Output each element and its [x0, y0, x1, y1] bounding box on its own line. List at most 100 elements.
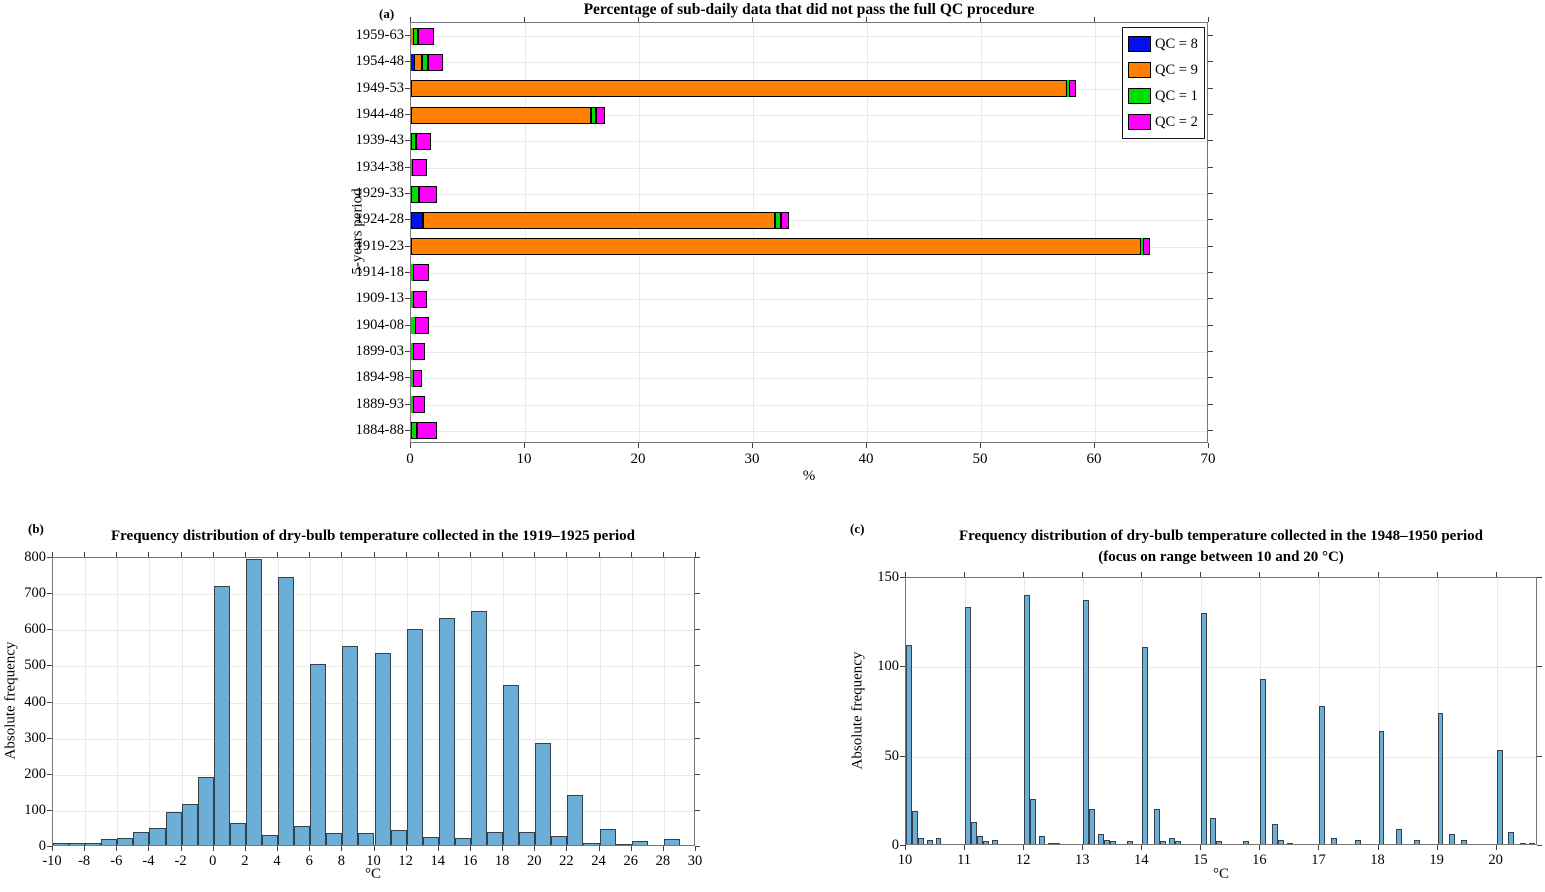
axis-tick [405, 324, 410, 326]
histogram-bar [965, 607, 971, 844]
x-tick-label: 18 [1370, 852, 1385, 868]
axis-tick [212, 846, 214, 851]
histogram-bar [1168, 837, 1175, 844]
x-gridline [85, 558, 87, 845]
panel-c-plot [905, 577, 1537, 845]
y-gridline [411, 167, 1207, 169]
legend-item: QC = 2 [1128, 111, 1198, 133]
axis-tick [180, 552, 182, 557]
histogram-bar [1210, 818, 1217, 844]
axis-tick [244, 552, 246, 557]
histogram-bar [551, 835, 568, 845]
x-gridline [525, 23, 526, 442]
histogram-bar [1449, 834, 1456, 844]
bar-segment [411, 317, 415, 335]
axis-tick [148, 552, 150, 557]
histogram-bar [1201, 612, 1208, 844]
axis-tick [1094, 17, 1095, 22]
x-tick-label: -4 [142, 853, 155, 869]
bar-segment [413, 53, 422, 71]
x-tick-label: 20 [630, 451, 646, 467]
x-gridline [753, 23, 754, 442]
x-tick-label: 15 [1193, 852, 1208, 868]
axis-tick [405, 166, 410, 168]
x-tick-label: -8 [78, 853, 91, 869]
bar-segment [596, 106, 605, 124]
axis-tick [1208, 140, 1213, 142]
y-gridline [411, 194, 1207, 196]
histogram-bar [1030, 798, 1036, 844]
bar-segment [411, 185, 419, 203]
bar-segment [1140, 238, 1143, 256]
axis-tick [405, 846, 407, 851]
histogram-bar [503, 685, 520, 845]
x-gridline [1437, 578, 1439, 844]
histogram-bar [1127, 841, 1134, 844]
x-tick-label: 30 [744, 451, 760, 467]
axis-tick [598, 846, 600, 851]
axis-tick [1259, 845, 1261, 850]
axis-tick [405, 245, 410, 247]
panel-b-xlabel: °C [364, 866, 381, 882]
axis-tick [341, 552, 343, 557]
axis-tick [900, 755, 905, 757]
axis-tick [980, 17, 981, 22]
x-tick-label: 28 [655, 853, 671, 869]
axis-tick [1082, 845, 1084, 850]
histogram-bar [69, 843, 86, 845]
axis-tick [469, 846, 471, 851]
y-tick-label: 1954-48 [355, 53, 404, 70]
histogram-bar [101, 839, 118, 845]
axis-tick [900, 845, 905, 846]
axis-tick [373, 552, 375, 557]
axis-tick [1318, 845, 1320, 850]
y-tick-label: 100 [877, 658, 899, 675]
histogram-bar [261, 835, 279, 845]
x-tick-label: -2 [174, 853, 187, 869]
bar-segment [421, 53, 428, 71]
y-gridline [53, 738, 694, 740]
axis-tick [1208, 298, 1213, 300]
axis-tick [964, 572, 966, 577]
axis-tick [598, 552, 600, 557]
y-tick-label: 700 [24, 585, 46, 602]
axis-tick [695, 665, 700, 667]
axis-tick [502, 552, 504, 557]
axis-tick [1436, 572, 1438, 577]
axis-tick [1208, 87, 1213, 89]
bar-segment [411, 264, 414, 282]
axis-tick [1208, 17, 1209, 22]
axis-tick [1208, 271, 1213, 273]
axis-tick [752, 17, 753, 22]
histogram-bar [1396, 828, 1403, 844]
bar-segment [411, 106, 592, 124]
panel-c-title: Frequency distribution of dry-bulb tempe… [958, 528, 1483, 544]
x-tick-label: 11 [957, 852, 972, 868]
panel-a-plot [410, 22, 1208, 443]
x-tick-label: 2 [241, 853, 249, 869]
axis-tick [1141, 572, 1143, 577]
axis-tick [437, 552, 439, 557]
y-tick-label: 1944-48 [355, 106, 404, 123]
y-gridline [53, 774, 694, 776]
axis-tick [410, 443, 411, 448]
histogram-bar [1159, 841, 1166, 844]
axis-tick [84, 846, 86, 851]
axis-tick [1377, 572, 1379, 577]
axis-tick [630, 552, 632, 557]
histogram-bar [615, 844, 632, 845]
axis-tick [1208, 403, 1213, 405]
axis-tick [405, 298, 410, 300]
axis-tick [47, 773, 52, 775]
bar-segment [417, 27, 434, 45]
axis-tick [695, 552, 696, 557]
histogram-bar [1496, 750, 1503, 844]
bar-segment [413, 396, 426, 414]
histogram-bar [374, 652, 391, 845]
y-tick-label: 1929-33 [355, 185, 404, 202]
bar-segment [413, 290, 427, 308]
histogram-bar [1242, 841, 1249, 844]
x-gridline [867, 23, 868, 442]
histogram-bar [1142, 646, 1149, 844]
axis-tick [373, 846, 375, 851]
